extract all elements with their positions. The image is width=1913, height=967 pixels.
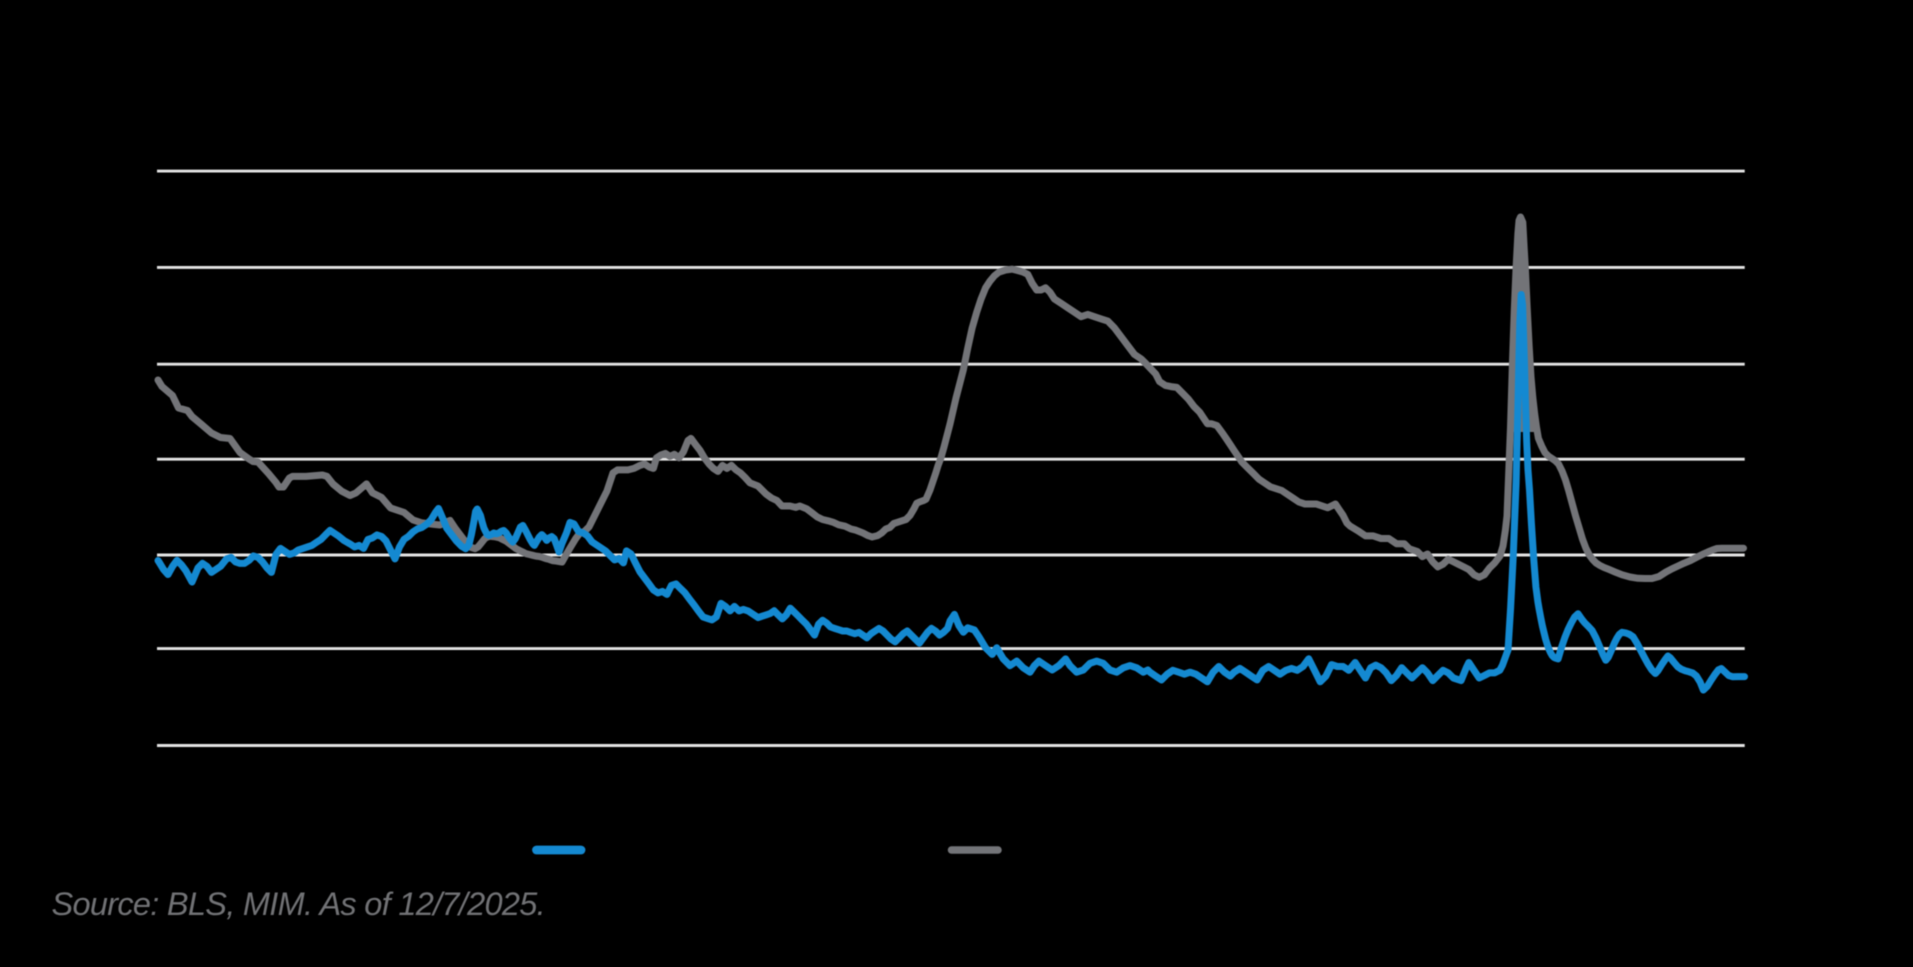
svg-text:Source: BLS, MIM. As of 12/7/2: Source: BLS, MIM. As of 12/7/2025. [52,886,545,922]
